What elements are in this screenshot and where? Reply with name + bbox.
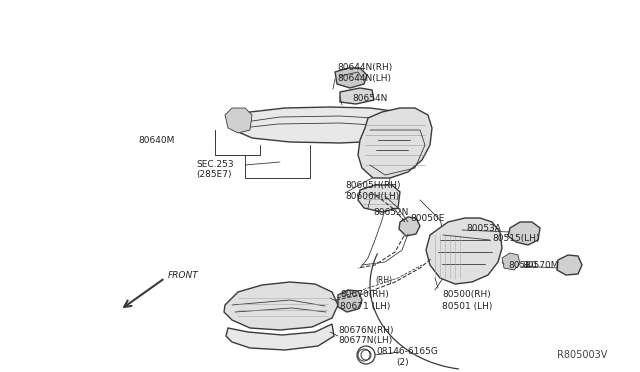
Text: 80580: 80580 [508,262,537,270]
Polygon shape [557,255,582,275]
Text: SEC.253: SEC.253 [196,160,234,169]
Text: 80605H(RH): 80605H(RH) [345,180,401,189]
Text: 80671 (LH): 80671 (LH) [340,301,390,311]
Polygon shape [335,68,367,88]
Text: 80654N: 80654N [352,93,387,103]
Polygon shape [502,253,520,270]
Text: FRONT: FRONT [168,270,199,279]
Text: 08146-6165G: 08146-6165G [376,347,438,356]
Text: 80570M: 80570M [522,262,559,270]
Text: 80644N(RH): 80644N(RH) [337,62,392,71]
Polygon shape [225,108,252,133]
Text: 80670(RH): 80670(RH) [340,291,388,299]
Polygon shape [358,108,432,178]
Polygon shape [232,107,418,143]
Text: 80677N(LH): 80677N(LH) [338,337,392,346]
Circle shape [357,346,375,364]
Polygon shape [340,88,374,104]
Polygon shape [224,282,338,330]
Text: (2): (2) [396,359,408,368]
Text: 80053A: 80053A [466,224,501,232]
Polygon shape [226,324,334,350]
Text: R805003V: R805003V [557,350,607,360]
Text: 80640M: 80640M [138,135,174,144]
Text: 80676N(RH): 80676N(RH) [338,326,394,334]
Polygon shape [399,217,420,236]
Text: 80050E: 80050E [410,214,444,222]
Text: 80500(RH): 80500(RH) [442,291,491,299]
Polygon shape [508,222,540,245]
Text: 80652N: 80652N [373,208,408,217]
Text: 80515(LH): 80515(LH) [492,234,540,243]
Text: (285E7): (285E7) [196,170,232,179]
Polygon shape [426,218,502,284]
Polygon shape [358,185,400,212]
Polygon shape [338,290,362,312]
Text: 80644N(LH): 80644N(LH) [337,74,391,83]
Text: (RH): (RH) [375,276,392,285]
Text: 80501 (LH): 80501 (LH) [442,301,492,311]
Text: 80606H(LH): 80606H(LH) [345,192,399,201]
